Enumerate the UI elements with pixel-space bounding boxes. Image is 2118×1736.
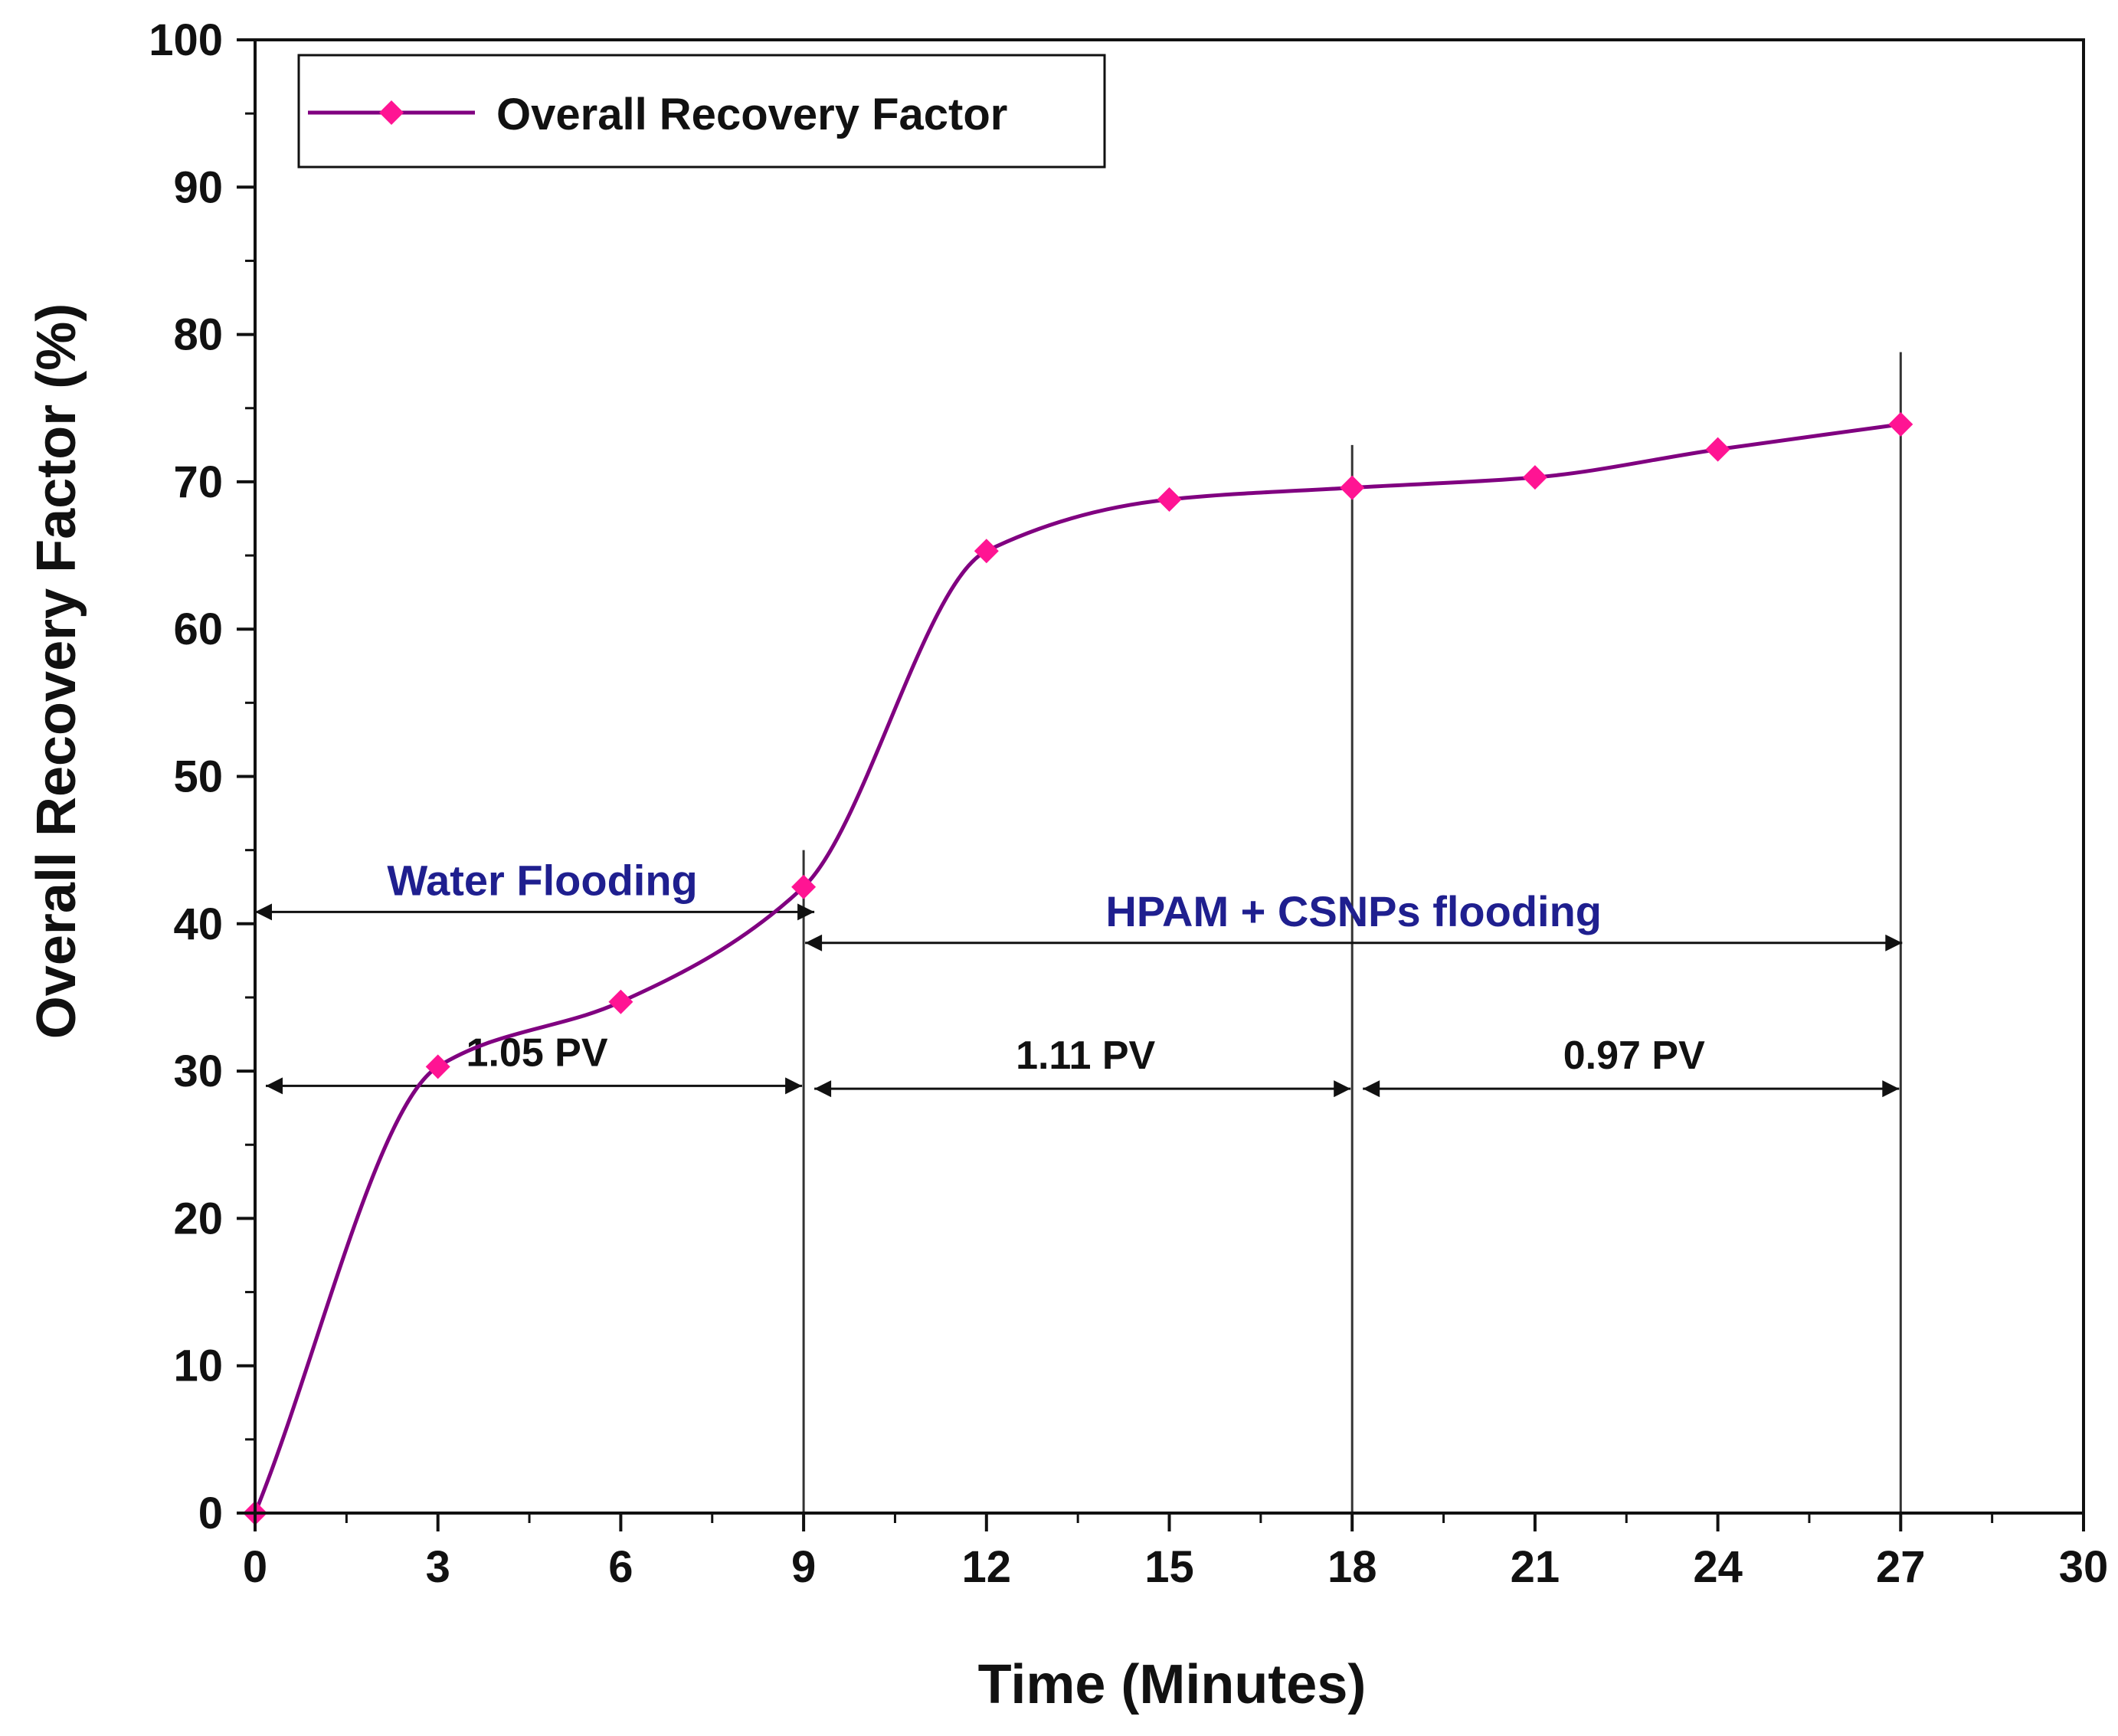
x-tick-label: 18 xyxy=(1327,1542,1377,1592)
y-tick-label: 20 xyxy=(173,1194,223,1243)
data-point xyxy=(974,539,999,564)
series-line xyxy=(253,422,1901,1514)
data-point xyxy=(1522,465,1547,490)
legend-marker xyxy=(379,100,404,125)
x-axis-title: Time (Minutes) xyxy=(978,1654,1367,1715)
y-tick-label: 100 xyxy=(149,15,223,65)
y-axis-title: Overall Recovery Factor (%) xyxy=(26,303,87,1039)
plot-frame xyxy=(254,38,2085,1515)
y-tick-label: 40 xyxy=(173,899,223,949)
data-point xyxy=(608,989,633,1014)
x-tick-label: 12 xyxy=(962,1542,1012,1592)
x-tick-label: 6 xyxy=(608,1542,633,1592)
phase-label: HPAM + CSNPs flooding xyxy=(1105,887,1602,935)
x-tick-label: 24 xyxy=(1693,1542,1743,1592)
x-tick-label: 27 xyxy=(1876,1542,1926,1592)
x-tick-label: 21 xyxy=(1511,1542,1560,1592)
y-tick-label: 60 xyxy=(173,604,223,654)
y-tick-label: 50 xyxy=(173,752,223,802)
y-tick-label: 30 xyxy=(173,1047,223,1096)
axes-layer: 0 3 6 9 12 15 18 21 24 27 30 0 10 20 30 40 50 60 70 80 90 100 xyxy=(149,15,2108,1592)
data-point xyxy=(425,1054,450,1079)
data-point xyxy=(1888,411,1913,437)
series-layer xyxy=(243,411,1913,1525)
x-tick-label: 0 xyxy=(243,1542,267,1592)
data-point xyxy=(791,874,817,899)
x-tick-label: 30 xyxy=(2059,1542,2109,1592)
data-point xyxy=(1157,486,1182,512)
data-point xyxy=(1705,437,1730,462)
legend: Overall Recovery Factor xyxy=(297,54,1106,169)
x-tick-label: 9 xyxy=(791,1542,816,1592)
y-tick-label: 10 xyxy=(173,1341,223,1391)
data-point xyxy=(1340,475,1365,500)
legend-label: Overall Recovery Factor xyxy=(496,90,1007,139)
pore-volume-label: 0.97 PV xyxy=(1563,1033,1705,1078)
pore-volume-label: 1.05 PV xyxy=(466,1030,608,1075)
pore-volume-label: 1.11 PV xyxy=(1016,1033,1155,1078)
y-tick-label: 90 xyxy=(173,162,223,212)
x-tick-label: 3 xyxy=(426,1542,450,1592)
y-tick-label: 0 xyxy=(198,1489,223,1538)
phase-label: Water Flooding xyxy=(387,856,697,904)
y-tick-label: 80 xyxy=(173,310,223,360)
annotation-layer: Water Flooding HPAM + CSNPs flooding 1.05 … xyxy=(255,352,1903,1513)
y-tick-label: 70 xyxy=(173,457,223,507)
x-tick-label: 15 xyxy=(1144,1542,1194,1592)
